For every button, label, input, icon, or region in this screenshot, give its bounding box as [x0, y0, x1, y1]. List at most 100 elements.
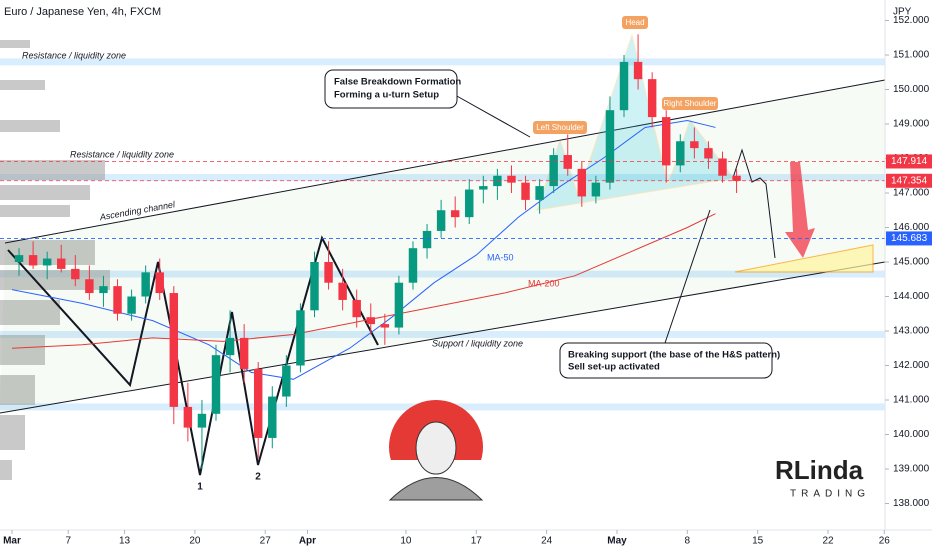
y-tick-label: 144.000 — [893, 291, 930, 302]
candle-body — [479, 186, 488, 190]
projection — [732, 148, 776, 259]
point-label: 2 — [255, 472, 261, 483]
target-zone — [734, 244, 874, 273]
zone-label: Support / liquidity zone — [432, 338, 523, 348]
candle-body — [324, 261, 333, 283]
candle-body — [253, 368, 263, 438]
candle-body — [366, 317, 375, 325]
logo: TRADING — [790, 489, 870, 500]
candle-body — [591, 182, 601, 197]
x-tick-label: 10 — [400, 536, 412, 547]
candle-body — [239, 337, 249, 369]
candle-body — [296, 310, 305, 366]
y-tick-label: 142.000 — [893, 360, 930, 371]
ma-label: MA-200 — [528, 278, 560, 288]
candle-body — [85, 279, 94, 294]
chart-title: Euro / Japanese Yen, 4h, FXCM — [4, 6, 161, 18]
y-tick-label: 147.000 — [893, 188, 930, 199]
callout-box — [559, 342, 773, 379]
vp-bar — [0, 120, 60, 132]
candle-body — [183, 406, 193, 428]
y-unit: JPY — [893, 7, 912, 18]
candle-body — [352, 299, 361, 318]
candle-body — [704, 148, 713, 159]
point-label: 1 — [197, 482, 203, 493]
price-tag-label: 147.914 — [891, 156, 928, 167]
x-tick-label: 26 — [879, 536, 891, 547]
candle-body — [71, 268, 80, 280]
candle-body — [619, 61, 629, 111]
candle-body — [732, 175, 741, 181]
candle-body — [662, 117, 671, 166]
down-arrow — [785, 162, 815, 258]
candle-body — [28, 255, 38, 266]
mascot-body — [388, 477, 484, 501]
ma-line — [11, 120, 716, 380]
vp-bar — [0, 460, 12, 480]
y-tick-label: 151.000 — [893, 50, 930, 61]
candle-body — [282, 365, 291, 397]
candle-body — [450, 210, 460, 218]
candle-body — [690, 141, 699, 149]
x-tick-label: 15 — [752, 536, 764, 547]
candle-body — [211, 355, 221, 414]
candle-body — [380, 324, 390, 328]
candle-body — [99, 286, 108, 294]
candle-body — [127, 296, 136, 314]
callout-box — [324, 69, 458, 109]
candle-body — [633, 61, 643, 80]
y-tick-label: 141.000 — [893, 395, 930, 406]
vp-bar — [0, 270, 110, 290]
candle-body — [169, 293, 179, 407]
x-tick-label: 20 — [189, 536, 201, 547]
candle-body — [155, 272, 164, 294]
candle-body — [647, 79, 657, 118]
callout-text: Breaking support (the base of the H&S pa… — [568, 350, 780, 361]
candle-body — [338, 282, 347, 300]
plot: MA-50 MA-200 — [0, 34, 885, 470]
price-tag — [886, 154, 932, 169]
candle-body — [422, 230, 432, 249]
zone-label: Resistance / liquidity zone — [22, 50, 126, 60]
candle-body — [408, 248, 418, 283]
x-tick-label: 24 — [541, 536, 553, 547]
pattern-label: Head — [625, 18, 644, 27]
y-tick-label: 149.000 — [893, 119, 930, 130]
candle-body — [676, 141, 685, 166]
price-tag — [886, 231, 932, 246]
callout-text: Forming a u-turn Setup — [334, 90, 439, 101]
candle-body — [535, 186, 544, 200]
candle-body — [113, 286, 122, 314]
y-tick-label: 138.000 — [893, 498, 930, 509]
x-tick-label: May — [607, 536, 627, 547]
x-tick-label: Apr — [299, 536, 316, 547]
vp-bar — [0, 205, 70, 217]
callout-pointer — [454, 94, 531, 138]
ma-label: MA-50 — [487, 252, 514, 262]
price-tag — [886, 173, 932, 188]
channel-lower — [0, 261, 886, 414]
zone-label: Resistance / liquidity zone — [70, 149, 174, 159]
candle-body — [549, 155, 558, 187]
zone — [0, 330, 885, 338]
candle-body — [577, 168, 587, 197]
y-tick-label: 143.000 — [893, 326, 930, 337]
candle-body — [465, 189, 474, 218]
candle-body — [57, 258, 66, 269]
pattern-label: Right Shoulder — [664, 99, 717, 108]
price-tag-label: 145.683 — [891, 233, 928, 244]
candle-body — [141, 272, 150, 297]
volume-profile — [0, 40, 110, 480]
candle-body — [225, 337, 235, 356]
vp-bar — [0, 80, 45, 90]
x-tick-label: 7 — [65, 536, 71, 547]
pattern-tag — [533, 121, 587, 134]
y-tick-label: 140.000 — [893, 429, 930, 440]
y-tick-label: 139.000 — [893, 464, 930, 475]
logo: RLinda — [775, 455, 864, 485]
x-tick-label: 22 — [822, 536, 834, 547]
vp-bar — [0, 300, 60, 325]
x-tick-label: 8 — [685, 536, 691, 547]
candle-body — [507, 175, 516, 183]
